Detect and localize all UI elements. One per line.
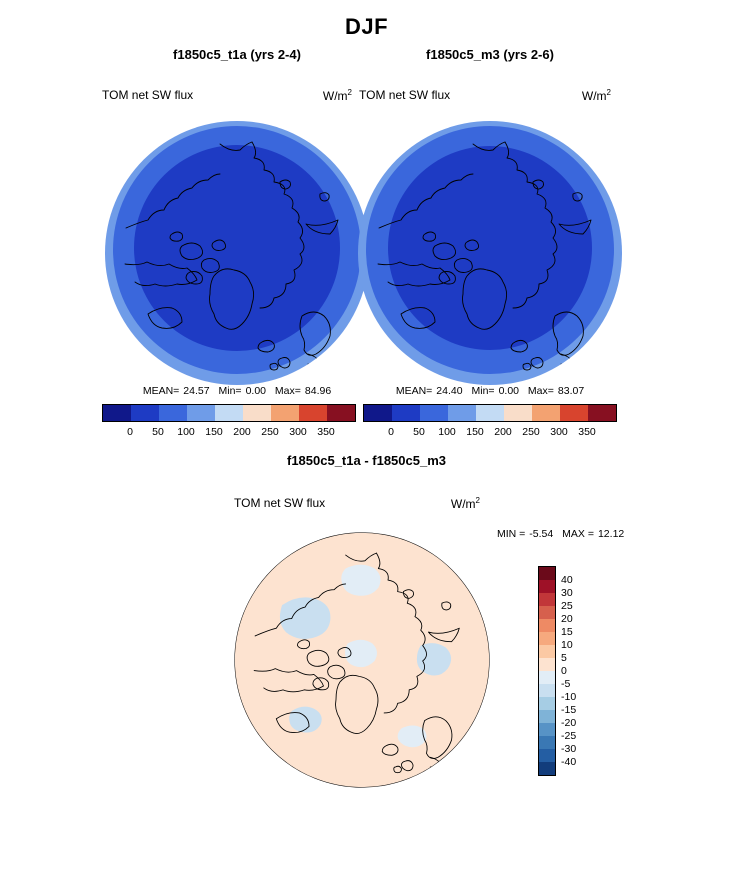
colorbar-segment [539,684,555,697]
colorbar-segment [539,619,555,632]
polar-map-t1a [105,121,369,385]
colorbar-segment [539,710,555,723]
colorbar-tick-label: 20 [561,613,573,625]
colorbar-tick-label: 250 [261,426,279,438]
colorbar-tick-label: 150 [205,426,223,438]
diff-negative-patch [416,643,452,676]
colorbar-tick-label: 350 [317,426,335,438]
colorbar-segment [539,567,555,580]
panel-label-row-t1a: TOM net SW flux W/m2 [102,88,352,103]
colorbar-segment [539,606,555,619]
colorbar-segment [539,658,555,671]
stats-line-t1a: MEAN= 24.57 Min= 0.00 Max= 84.96 [142,385,332,397]
panel-label-row-m3: TOM net SW flux W/m2 [359,88,611,103]
colorbar-tick-label: 150 [466,426,484,438]
colorbar-tick-label: -20 [561,717,577,729]
colorbar-segment [271,405,299,421]
polar-map-m3 [358,121,622,385]
colorbar-segment [299,405,327,421]
colorbar-segment [476,405,504,421]
colorbar-tick-label: 300 [289,426,307,438]
colorbar-tick-label: 10 [561,639,573,651]
diff-title: f1850c5_t1a - f1850c5_m3 [286,453,446,468]
colorbar-segment [539,736,555,749]
colorbar-tick-label: 300 [550,426,568,438]
colorbar-segment [364,405,392,421]
colorbar-segment [131,405,159,421]
figure-title: DJF [344,14,389,39]
colorbar-tick-label: -5 [561,678,571,690]
colorbar-horizontal-m3 [363,404,617,422]
diff-negative-patch [289,706,322,733]
units-label: W/m2 [322,88,352,103]
colorbar-tick-label: -25 [561,730,577,742]
colorbar-vertical-diff [538,566,556,776]
colorbar-tick-label: 250 [522,426,540,438]
colorbar-tick-label: -15 [561,704,577,716]
colorbar-segment [539,697,555,710]
field-label: TOM net SW flux [102,88,194,102]
colorbar-tick-label: -30 [561,743,577,755]
diff-negative-patch [344,639,377,668]
stats-line-m3: MEAN= 24.40 Min= 0.00 Max= 83.07 [395,385,585,397]
colorbar-tick-label: 15 [561,626,573,638]
colorbar-tick-label: 50 [413,426,425,438]
field-label: TOM net SW flux [234,496,326,510]
colorbar-segment [327,405,355,421]
colorbar-segment [159,405,187,421]
colorbar-tick-label: 100 [177,426,195,438]
colorbar-tick-label: 30 [561,587,573,599]
diff-negative-patch [341,564,381,596]
colorbar-tick-label: -10 [561,691,577,703]
units-label: W/m2 [450,496,480,511]
colorbar-tick-label: 0 [388,426,394,438]
colorbar-tick-label: 50 [152,426,164,438]
colorbar-segment [539,723,555,736]
colorbar-segment [539,671,555,684]
colorbar-segment [392,405,420,421]
colorbar-tick-label: -40 [561,756,577,768]
panel-title-m3: f1850c5_m3 (yrs 2-6) [426,47,554,62]
field-label: TOM net SW flux [359,88,451,102]
colorbar-tick-label: 200 [233,426,251,438]
colorbar-segment [215,405,243,421]
colorbar-tick-label: 350 [578,426,596,438]
colorbar-ticks-m3: 0 50 100 150 200 250 300 350 [363,426,617,439]
colorbar-tick-label: 0 [561,665,567,677]
colorbar-tick-label: 0 [127,426,133,438]
colorbar-segment [187,405,215,421]
colorbar-segment [539,580,555,593]
colorbar-tick-label: 100 [438,426,456,438]
polar-map-diff [234,532,490,788]
colorbar-segment [539,593,555,606]
colorbar-tick-label: 40 [561,574,573,586]
colorbar-tick-label: 200 [494,426,512,438]
colorbar-horizontal-t1a [102,404,356,422]
flux-band-inner [134,145,340,351]
colorbar-segment [539,749,555,762]
panel-label-row-diff: TOM net SW flux W/m2 [234,496,480,511]
colorbar-segment [539,632,555,645]
colorbar-segment [588,405,616,421]
colorbar-segment [420,405,448,421]
colorbar-segment [539,645,555,658]
units-label: W/m2 [581,88,611,103]
colorbar-segment [539,762,555,775]
colorbar-tick-label: 25 [561,600,573,612]
colorbar-segment [532,405,560,421]
colorbar-ticks-t1a: 0 50 100 150 200 250 300 350 [102,426,356,439]
colorbar-segment [560,405,588,421]
colorbar-segment [243,405,271,421]
flux-band-inner [388,146,592,350]
colorbar-segment [103,405,131,421]
colorbar-segment [448,405,476,421]
colorbar-vlabels-diff: 40 30 25 20 15 10 5 0 -5 -10 -15 -20 -25 -30 -40 [561,566,595,778]
diff-minmax-label: MIN = -5.54 MAX = 12.12 [497,528,625,540]
colorbar-segment [504,405,532,421]
panel-title-t1a: f1850c5_t1a (yrs 2-4) [173,47,301,62]
diff-negative-patch [397,725,427,748]
diff-negative-patch [279,597,331,639]
colorbar-tick-label: 5 [561,652,567,664]
